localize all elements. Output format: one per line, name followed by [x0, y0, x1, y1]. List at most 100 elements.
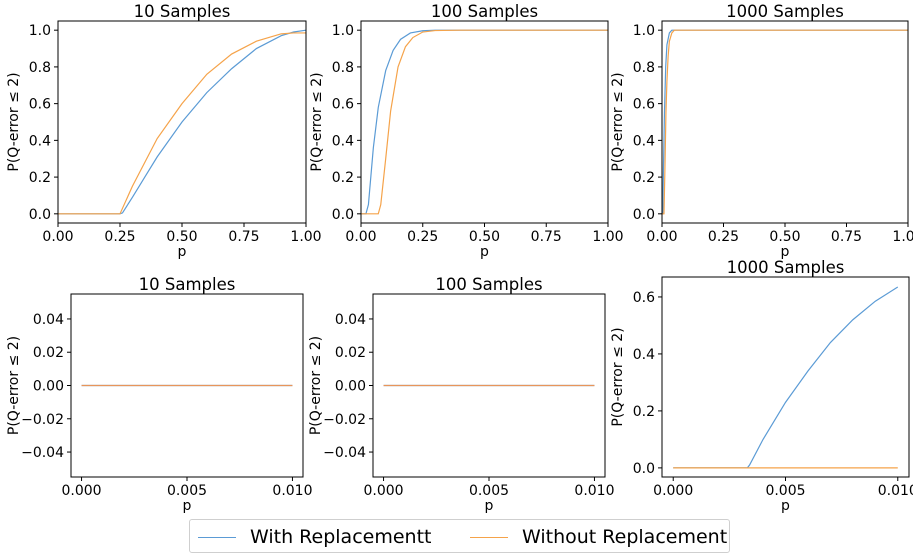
y-axis-label: P(Q-error ≤ 2): [6, 336, 22, 435]
x-tick-label: 0.50: [469, 229, 500, 245]
y-tick-label: 0.8: [29, 60, 51, 76]
x-tick-label: 0.010: [574, 483, 614, 499]
chart-panel-2: 0.00 0.25 0.50 0.75 1.00 0.0 0.2 0.4 0.6 0.8 1.0 10…: [309, 2, 624, 260]
x-tick-label: 0.00: [345, 229, 376, 245]
x-tick-label: 0.000: [61, 483, 101, 499]
legend-item-without-replacement: Without Replacement: [470, 526, 727, 548]
y-tick-label: −0.04: [323, 445, 366, 461]
y-tick-label: −0.04: [21, 445, 64, 461]
y-tick-label: −0.02: [21, 412, 64, 428]
x-tick-label: 0.25: [407, 229, 438, 245]
chart-title: 100 Samples: [431, 2, 538, 21]
legend-label-with-replacement: With Replacementt: [250, 526, 432, 548]
series-line-with-replacement: [361, 29, 608, 215]
y-axis-label: P(Q-error ≤ 2): [6, 72, 22, 171]
chart-panel-1: 0.00 0.25 0.50 0.75 1.00 0.0 0.2 0.4 0.6 0.8 1.0 10…: [6, 2, 322, 260]
y-tick-label: 0.04: [33, 312, 64, 328]
x-tick-label: 0.75: [831, 229, 862, 245]
y-tick-label: 1.0: [633, 23, 655, 39]
x-tick-label: 1.00: [592, 229, 623, 245]
y-tick-label: 0.0: [633, 461, 655, 477]
legend: With Replacementt Without Replacement: [189, 519, 730, 553]
x-tick-label: 0.75: [531, 229, 562, 245]
y-tick-label: 1.0: [29, 23, 51, 39]
y-axis-label: P(Q-error ≤ 2): [309, 72, 325, 171]
plot-frame: [360, 20, 609, 224]
y-tick-label: 0.6: [633, 97, 655, 113]
x-tick-label: 0.25: [104, 229, 135, 245]
series-line-without-replacement: [361, 29, 608, 215]
x-tick-label: 0.000: [653, 483, 693, 499]
y-tick-label: 0.02: [33, 345, 64, 361]
legend-label-without-replacement: Without Replacement: [522, 526, 728, 548]
legend-item-with-replacement: With Replacementt: [198, 526, 431, 548]
x-tick-label: 1.00: [892, 229, 913, 245]
x-tick-label: 0.010: [878, 483, 913, 499]
chart-panel-6: 0.000 0.005 0.010 0.0 0.2 0.4 0.6 1000 Samples p…: [610, 258, 913, 514]
y-tick-label: 0.6: [633, 290, 655, 306]
chart-title: 10 Samples: [139, 275, 236, 294]
series-line-with-replacement: [662, 29, 908, 215]
x-tick-label: 0.50: [769, 229, 800, 245]
chart-title: 100 Samples: [435, 275, 542, 294]
y-tick-label: 0.2: [633, 404, 655, 420]
series-line-with-replacement: [58, 29, 306, 215]
y-tick-label: 0.4: [332, 133, 354, 149]
y-axis-label: P(Q-error ≤ 2): [308, 336, 324, 435]
plot-frame: [661, 276, 910, 478]
y-tick-label: −0.02: [323, 412, 366, 428]
x-tick-label: 0.000: [363, 483, 403, 499]
x-tick-label: 0.005: [765, 483, 805, 499]
plot-frame: [661, 20, 909, 224]
legend-line-with-replacement: [198, 536, 236, 538]
y-axis-label: P(Q-error ≤ 2): [610, 327, 626, 426]
x-axis-label: p: [485, 498, 494, 514]
y-tick-label: 0.0: [633, 207, 655, 223]
x-tick-label: 0.005: [167, 483, 207, 499]
chart-panel-3: 0.00 0.25 0.50 0.75 1.00 0.0 0.2 0.4 0.6 0.8 1.0 10…: [610, 2, 913, 260]
x-axis-label: p: [781, 244, 790, 260]
chart-title: 1000 Samples: [727, 258, 845, 277]
x-tick-label: 0.00: [646, 229, 677, 245]
y-tick-label: 0.4: [29, 133, 51, 149]
y-axis-label: P(Q-error ≤ 2): [610, 72, 626, 171]
x-tick-label: 0.75: [228, 229, 259, 245]
chart-panel-4: 0.000 0.005 0.010 −0.04 −0.02 0.00 0.02 0.04 10 …: [6, 275, 313, 514]
x-tick-label: 0.005: [469, 483, 509, 499]
y-tick-label: 0.0: [332, 207, 354, 223]
chart-panel-5: 0.000 0.005 0.010 −0.04 −0.02 0.00 0.02 0.04 100…: [308, 275, 615, 514]
x-tick-label: 0.50: [166, 229, 197, 245]
series-group: [361, 29, 608, 215]
x-axis-label: p: [480, 244, 489, 260]
x-axis-label: p: [183, 498, 192, 514]
figure-canvas: 0.00 0.25 0.50 0.75 1.00 0.0 0.2 0.4 0.6 0.8 1.0 10…: [6, 2, 913, 514]
legend-line-without-replacement: [470, 536, 508, 538]
y-tick-label: 1.0: [332, 23, 354, 39]
series-line-without-replacement: [662, 29, 908, 215]
series-group: [673, 286, 899, 469]
series-line-without-replacement: [58, 32, 306, 215]
y-tick-label: 0.0: [29, 207, 51, 223]
x-tick-label: 0.00: [42, 229, 73, 245]
y-tick-label: 0.4: [633, 133, 655, 149]
x-tick-label: 0.25: [708, 229, 739, 245]
y-tick-label: 0.2: [633, 170, 655, 186]
chart-title: 1000 Samples: [726, 2, 844, 21]
series-line-with-replacement: [673, 286, 899, 469]
x-tick-label: 0.010: [272, 483, 312, 499]
y-tick-label: 0.00: [33, 379, 64, 395]
y-tick-label: 0.6: [29, 97, 51, 113]
y-tick-label: 0.6: [332, 97, 354, 113]
x-axis-label: p: [178, 244, 187, 260]
y-tick-label: 0.04: [335, 312, 366, 328]
y-tick-label: 0.00: [335, 379, 366, 395]
series-group: [58, 29, 306, 215]
y-tick-label: 0.2: [332, 170, 354, 186]
chart-title: 10 Samples: [134, 2, 231, 21]
x-tick-label: 1.00: [290, 229, 321, 245]
y-tick-label: 0.8: [633, 60, 655, 76]
series-group: [662, 29, 908, 215]
y-tick-label: 0.02: [335, 345, 366, 361]
y-tick-label: 0.8: [332, 60, 354, 76]
y-tick-label: 0.4: [633, 347, 655, 363]
